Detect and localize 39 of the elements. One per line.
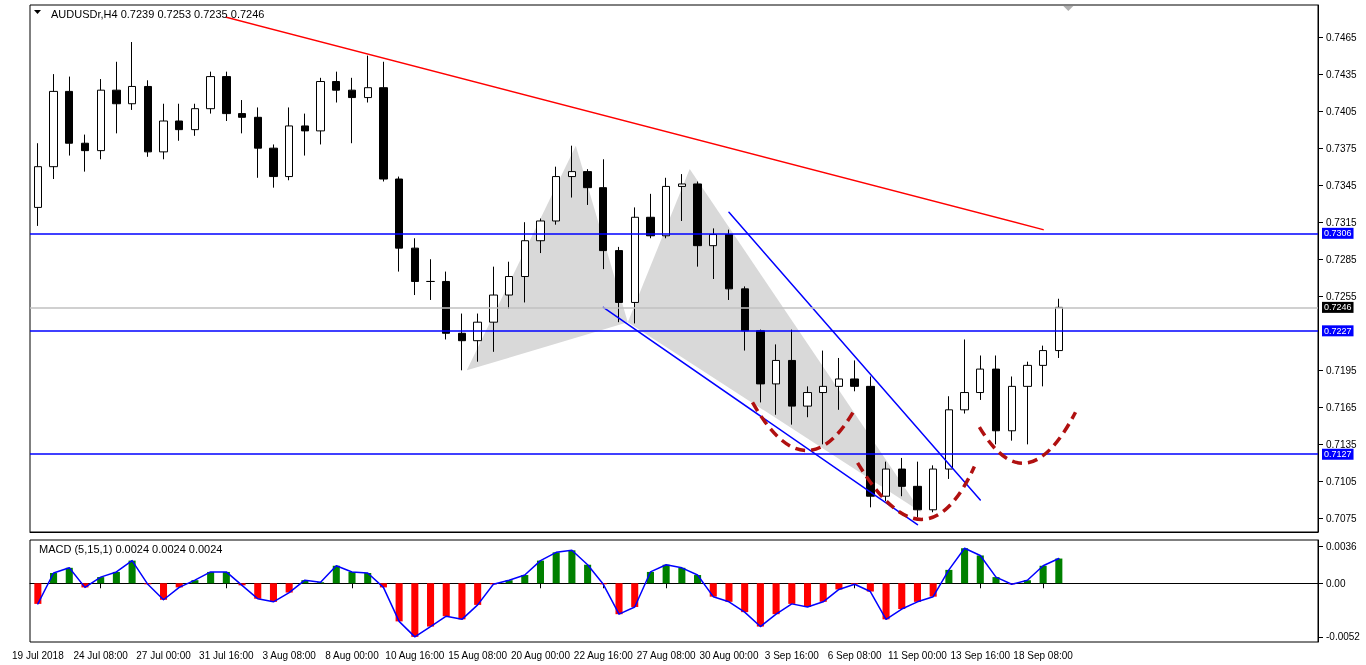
y-tick-label: 0.7195 (1326, 364, 1358, 376)
x-tick-label: 27 Jul 00:00 (136, 649, 192, 661)
x-tick-label: 3 Aug 08:00 (262, 649, 317, 661)
y-tick-label: 0.7105 (1326, 475, 1358, 487)
y-tick-label: 0.7465 (1326, 31, 1358, 43)
x-tick-label: 6 Sep 08:00 (827, 649, 883, 661)
y-tick-label: 0.7255 (1326, 290, 1358, 302)
y-tick-label: 0.7375 (1326, 142, 1358, 154)
x-tick-label: 22 Aug 16:00 (573, 649, 634, 661)
x-tick-label: 15 Aug 08:00 (448, 649, 508, 661)
x-tick-label: 8 Aug 00:00 (325, 649, 380, 661)
ref-line-label: 0.7306 (1324, 228, 1352, 239)
x-tick-label: 31 Jul 16:00 (199, 649, 255, 661)
y-tick-label: 0.00 (1326, 577, 1346, 589)
y-tick-label: 0.7285 (1326, 253, 1358, 265)
x-tick-label: 30 Aug 00:00 (699, 649, 759, 661)
y-tick-label: 0.7315 (1326, 216, 1358, 228)
ref-line-label: 0.7246 (1324, 302, 1352, 313)
ref-line-label: 0.7127 (1324, 449, 1352, 460)
y-tick-label: 0.7135 (1326, 438, 1358, 450)
y-tick-label: 0.7165 (1326, 401, 1358, 413)
ref-line-label: 0.7227 (1324, 325, 1352, 336)
y-tick-label: 0.7075 (1326, 512, 1358, 524)
y-tick-label: 0.7345 (1326, 179, 1358, 191)
x-tick-label: 13 Sep 16:00 (950, 649, 1011, 661)
x-tick-label: 11 Sep 00:00 (888, 649, 948, 661)
chart-title: AUDUSDr,H4 0.7239 0.7253 0.7235 0.7246 (51, 7, 265, 20)
x-tick-label: 18 Sep 08:00 (1013, 649, 1074, 661)
y-tick-label: -0.0052 (1326, 631, 1361, 643)
x-tick-label: 27 Aug 08:00 (636, 649, 697, 661)
x-tick-label: 10 Aug 16:00 (385, 649, 445, 661)
x-tick-label: 24 Jul 08:00 (73, 649, 129, 661)
y-tick-label: 0.7405 (1326, 105, 1358, 117)
y-tick-label: 0.0036 (1326, 540, 1358, 552)
x-tick-label: 3 Sep 16:00 (764, 649, 820, 661)
chart-title: MACD (5,15,1) 0.0024 0.0024 0.0024 (39, 542, 223, 555)
x-tick-label: 20 Aug 00:00 (511, 649, 571, 661)
y-tick-label: 0.7435 (1326, 68, 1358, 80)
x-tick-label: 19 Jul 2018 (11, 649, 65, 661)
